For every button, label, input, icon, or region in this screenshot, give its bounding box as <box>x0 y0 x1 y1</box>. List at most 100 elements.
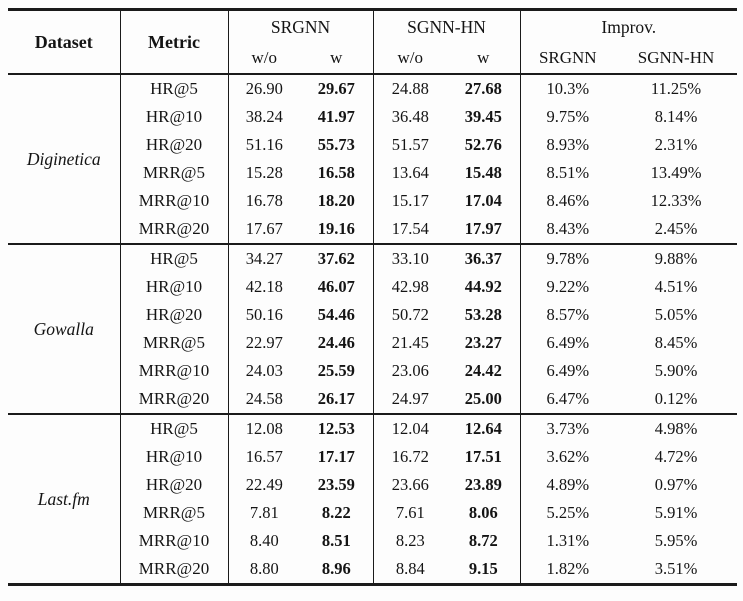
table-row: MRR@20 8.80 8.96 8.84 9.15 1.82% 3.51% <box>8 555 737 585</box>
srgnn-wo-value: 51.16 <box>227 131 300 159</box>
table-row: HR@10 42.18 46.07 42.98 44.92 9.22% 4.51% <box>8 273 737 301</box>
sgnn-hn-w-value: 17.97 <box>464 219 502 238</box>
improv-sgnn-hn-value: 2.45% <box>654 219 698 238</box>
improv-srgnn-value: 3.62% <box>519 443 616 471</box>
metric-label: MRR@20 <box>119 555 228 585</box>
metric-label: HR@20 <box>119 471 228 499</box>
srgnn-wo-value: 7.81 <box>227 499 300 527</box>
sgnn-hn-w-value: 53.28 <box>464 305 502 324</box>
improv-srgnn-value: 3.73% <box>519 414 616 443</box>
metric-label: HR@20 <box>119 301 228 329</box>
improv-srgnn-value: 8.93% <box>519 131 616 159</box>
sgnn-hn-w-value: 8.06 <box>468 503 498 522</box>
metric-label: MRR@20 <box>119 385 228 414</box>
metric-label: MRR@5 <box>119 159 228 187</box>
table-row: Gowalla HR@5 34.27 37.62 33.10 36.37 9.78% 9.88… <box>8 244 737 339</box>
srgnn-w-value: 19.16 <box>317 219 355 238</box>
dataset-name: Diginetica <box>26 148 101 169</box>
sgnn-hn-wo-value: 15.17 <box>372 187 448 215</box>
srgnn-wo-value: 16.57 <box>227 443 300 471</box>
table-row: HR@20 22.49 23.59 23.66 23.89 4.89% 0.97% <box>8 471 737 499</box>
srgnn-w-value: 8.51 <box>321 531 351 550</box>
col-header-improv-sgnn-hn: SGNN-HN <box>637 48 715 67</box>
improv-srgnn-value: 4.89% <box>519 471 616 499</box>
srgnn-wo-value: 8.40 <box>227 527 300 555</box>
header-row-subcolumns: w/o w w/o w SRGNN SGNN-HN <box>8 43 737 74</box>
srgnn-w-value: 16.58 <box>317 163 355 182</box>
col-header-sgnn-hn-w: w <box>477 48 490 67</box>
table-row: Diginetica HR@5 26.90 29.67 24.88 27.68 10.3% 1… <box>8 74 737 169</box>
sgnn-hn-w-value: 12.64 <box>464 419 502 438</box>
improv-srgnn-value: 9.78% <box>519 244 616 273</box>
col-header-sgnn-hn-wo: w/o <box>372 43 448 74</box>
sgnn-hn-wo-value: 50.72 <box>372 301 448 329</box>
improv-srgnn-value: 8.57% <box>519 301 616 329</box>
srgnn-w-value: 12.53 <box>317 419 355 438</box>
sgnn-hn-wo-value: 12.04 <box>372 414 448 443</box>
srgnn-wo-value: 12.08 <box>227 414 300 443</box>
srgnn-wo-value: 8.80 <box>227 555 300 585</box>
srgnn-w-value: 37.62 <box>317 249 355 268</box>
table-row: MRR@20 24.58 26.17 24.97 25.00 6.47% 0.12% <box>8 385 737 414</box>
sgnn-hn-w-value: 24.42 <box>464 361 502 380</box>
col-header-metric: Metric <box>119 9 228 74</box>
sgnn-hn-w-value: 52.76 <box>464 135 502 154</box>
table-header: Dataset Metric SRGNN SGNN-HN Improv. w/o… <box>8 9 738 74</box>
sgnn-hn-w-value: 44.92 <box>464 277 502 296</box>
srgnn-w-value: 55.73 <box>317 135 355 154</box>
improv-sgnn-hn-value: 4.51% <box>654 277 698 296</box>
sgnn-hn-wo-value: 16.72 <box>372 443 448 471</box>
improv-sgnn-hn-value: 8.14% <box>654 107 698 126</box>
improv-srgnn-value: 1.31% <box>519 527 616 555</box>
srgnn-w-value: 41.97 <box>317 107 355 126</box>
sgnn-hn-wo-value: 24.88 <box>372 74 448 103</box>
improv-sgnn-hn-value: 8.45% <box>654 333 698 352</box>
metric-label: HR@20 <box>119 131 228 159</box>
srgnn-wo-value: 50.16 <box>227 301 300 329</box>
dataset-block-gowalla: Gowalla HR@5 34.27 37.62 33.10 36.37 9.78% 9.88… <box>8 244 738 414</box>
table-row: HR@20 51.16 55.73 51.57 52.76 8.93% 2.31% <box>8 131 737 159</box>
sgnn-hn-w-value: 27.68 <box>464 79 502 98</box>
metric-label: MRR@5 <box>119 329 228 357</box>
metric-label: MRR@10 <box>119 357 228 385</box>
improv-sgnn-hn-value: 5.05% <box>654 305 698 324</box>
sgnn-hn-w-value: 15.48 <box>464 163 502 182</box>
improv-sgnn-hn-value: 9.88% <box>654 249 698 268</box>
improv-sgnn-hn-value: 4.98% <box>654 419 698 438</box>
table-row: MRR@10 24.03 25.59 23.06 24.42 6.49% 5.90% <box>8 357 737 385</box>
table-row: MRR@5 22.97 24.46 21.45 23.27 6.49% 8.45% <box>8 329 737 357</box>
improv-sgnn-hn-value: 11.25% <box>650 79 702 98</box>
srgnn-wo-value: 24.03 <box>227 357 300 385</box>
sgnn-hn-wo-value: 13.64 <box>372 159 448 187</box>
sgnn-hn-wo-value: 36.48 <box>372 103 448 131</box>
metric-label: HR@5 <box>119 74 228 103</box>
srgnn-w-value: 8.96 <box>321 559 351 578</box>
metric-label: HR@10 <box>119 443 228 471</box>
srgnn-wo-value: 17.67 <box>227 215 300 244</box>
table-row: HR@20 50.16 54.46 50.72 53.28 8.57% 5.05% <box>8 301 737 329</box>
sgnn-hn-wo-value: 24.97 <box>372 385 448 414</box>
srgnn-wo-value: 42.18 <box>227 273 300 301</box>
dataset-block-diginetica: Diginetica HR@5 26.90 29.67 24.88 27.68 10.3% 1… <box>8 74 737 244</box>
sgnn-hn-w-value: 36.37 <box>464 249 502 268</box>
improv-srgnn-value: 6.49% <box>519 329 616 357</box>
improv-srgnn-value: 10.3% <box>519 74 616 103</box>
improv-srgnn-value: 8.43% <box>519 215 616 244</box>
improv-srgnn-value: 6.49% <box>519 357 616 385</box>
table-row: HR@10 38.24 41.97 36.48 39.45 9.75% 8.14% <box>8 103 737 131</box>
srgnn-wo-value: 26.90 <box>227 74 300 103</box>
sgnn-hn-wo-value: 8.84 <box>372 555 448 585</box>
srgnn-wo-value: 22.49 <box>227 471 300 499</box>
srgnn-w-value: 17.17 <box>317 447 355 466</box>
srgnn-w-value: 24.46 <box>317 333 355 352</box>
improv-sgnn-hn-value: 0.97% <box>654 475 698 494</box>
srgnn-w-value: 26.17 <box>317 389 355 408</box>
improv-sgnn-hn-value: 12.33% <box>650 191 702 210</box>
col-header-srgnn-wo: w/o <box>227 43 300 74</box>
improv-srgnn-value: 9.22% <box>519 273 616 301</box>
improv-srgnn-value: 6.47% <box>519 385 616 414</box>
metric-label: MRR@5 <box>119 499 228 527</box>
sgnn-hn-wo-value: 42.98 <box>372 273 448 301</box>
dataset-block-lastfm: Last.fm HR@5 12.08 12.53 12.04 12.64 3.73% 4.98… <box>8 414 738 585</box>
metric-label: HR@10 <box>119 273 228 301</box>
